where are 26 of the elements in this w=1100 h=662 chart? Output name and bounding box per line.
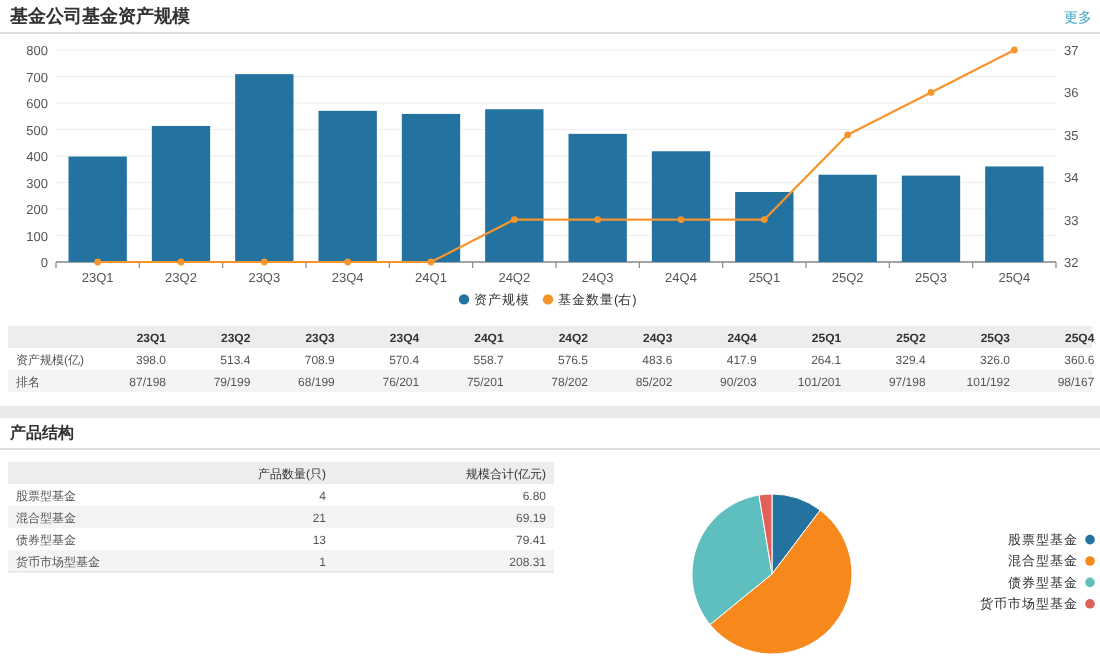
point bbox=[594, 216, 602, 223]
point bbox=[927, 89, 935, 96]
point bbox=[344, 258, 352, 266]
point bbox=[760, 216, 768, 223]
bar bbox=[401, 113, 461, 262]
bar bbox=[818, 174, 877, 262]
bar bbox=[235, 74, 294, 262]
bar bbox=[735, 192, 794, 262]
text: 产品结构 bbox=[8, 424, 74, 442]
point bbox=[427, 258, 435, 266]
bar bbox=[568, 133, 627, 262]
point bbox=[677, 216, 685, 223]
bar bbox=[901, 175, 961, 262]
bar bbox=[485, 109, 544, 262]
point bbox=[260, 258, 268, 266]
point bbox=[844, 131, 852, 139]
bar bbox=[151, 125, 211, 262]
bar bbox=[651, 151, 711, 262]
point bbox=[94, 258, 102, 266]
bar bbox=[68, 156, 127, 262]
point bbox=[177, 258, 185, 266]
bar bbox=[318, 110, 377, 262]
bar bbox=[985, 166, 1044, 262]
point bbox=[1010, 46, 1018, 54]
point bbox=[510, 216, 518, 223]
chart-title: 基金公司基金资产规模 bbox=[8, 6, 192, 26]
